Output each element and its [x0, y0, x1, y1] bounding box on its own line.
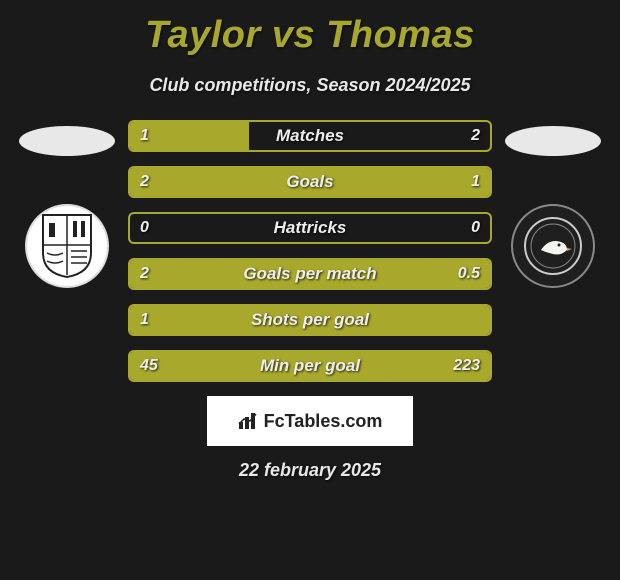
- left-club-badge: [25, 204, 109, 288]
- stat-value-right: 223: [453, 352, 480, 380]
- brand-label: FcTables.com: [264, 411, 383, 432]
- left-nationality-flag: [19, 126, 115, 156]
- chart-icon: [238, 412, 260, 430]
- stat-value-right: 0: [471, 214, 480, 242]
- stat-bar: 21Goals: [128, 166, 492, 198]
- right-player-column: [492, 120, 614, 382]
- right-club-badge: [511, 204, 595, 288]
- snapshot-date: 22 february 2025: [0, 460, 620, 481]
- stat-bar-fill-left: [130, 168, 490, 196]
- stats-bars: 12Matches21Goals00Hattricks20.5Goals per…: [128, 120, 492, 382]
- stat-bar-fill-left: [130, 306, 490, 334]
- stat-bar: 1Shots per goal: [128, 304, 492, 336]
- subtitle: Club competitions, Season 2024/2025: [0, 75, 620, 96]
- stat-value-left: 1: [140, 122, 149, 150]
- stat-value-right: 1: [471, 168, 480, 196]
- comparison-content: 12Matches21Goals00Hattricks20.5Goals per…: [0, 120, 620, 382]
- stat-bar: 12Matches: [128, 120, 492, 152]
- stat-value-left: 45: [140, 352, 158, 380]
- stat-value-left: 2: [140, 260, 149, 288]
- stat-bar: 45223Min per goal: [128, 350, 492, 382]
- right-nationality-flag: [505, 126, 601, 156]
- stat-bar-fill-left: [130, 260, 490, 288]
- stat-value-left: 1: [140, 306, 149, 334]
- left-player-column: [6, 120, 128, 382]
- stat-value-right: 0.5: [458, 260, 480, 288]
- stat-bar: 0 0Hattricks: [128, 212, 492, 244]
- stat-label: Hattricks: [130, 214, 490, 242]
- stat-bar: 20.5Goals per match: [128, 258, 492, 290]
- seagull-crest-icon: [523, 216, 583, 276]
- page-title: Taylor vs Thomas: [0, 0, 620, 57]
- shield-crest-icon: [39, 213, 95, 279]
- stat-value-left: 2: [140, 168, 149, 196]
- stat-value-left: 0: [140, 214, 149, 242]
- stat-value-right: 2: [471, 122, 480, 150]
- brand-box[interactable]: FcTables.com: [207, 396, 413, 446]
- stat-bar-fill-right: [130, 352, 490, 380]
